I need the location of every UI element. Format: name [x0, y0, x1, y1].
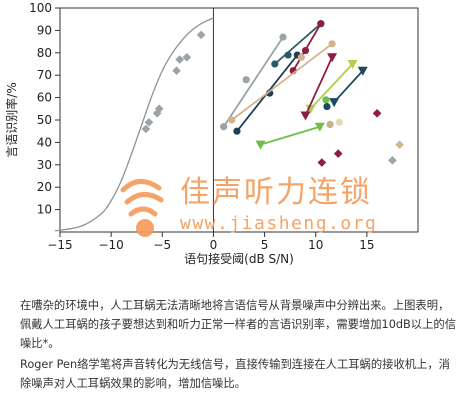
implant-user-point	[220, 123, 228, 131]
watermark-logo	[120, 179, 164, 237]
x-axis-label: 语句接受阈(dB S/N)	[184, 251, 294, 266]
implant-user-point	[314, 122, 325, 132]
implant-user-point	[255, 140, 266, 150]
normal-hearing-point	[152, 108, 162, 118]
implant-user-point	[271, 60, 279, 68]
normal-hearing-curve-layer	[54, 17, 214, 232]
implant-user-point	[327, 53, 338, 63]
implant-user-point	[317, 20, 325, 28]
implant-user-point	[279, 33, 287, 41]
watermark: 佳声听力连锁 www.jiasheng.org	[120, 175, 377, 237]
y-tick-label: 50	[37, 113, 52, 127]
x-tick-label: −5	[153, 238, 171, 252]
y-tick-label: 40	[37, 135, 52, 149]
x-tick-label: 0	[210, 238, 218, 252]
implant-user-line	[333, 70, 364, 103]
chart-axes: −15 −10 −5 0 5 10 15 10 20 30 40 50 60 70 80 90 100 语句接受阈…	[4, 1, 419, 266]
y-tick-label: 10	[37, 203, 52, 217]
y-tick-label: 90	[37, 23, 52, 37]
normal-hearing-point	[182, 52, 192, 62]
implant-user-point	[301, 46, 310, 55]
implant-user-point	[357, 66, 368, 76]
implant-user-point	[305, 104, 316, 114]
normal-hearing-point	[144, 117, 154, 127]
implant-user-point	[233, 127, 241, 135]
implant-user-point	[326, 120, 334, 129]
x-tick-label: 15	[359, 238, 374, 252]
y-tick-label: 20	[37, 180, 52, 194]
implant-user-point	[284, 51, 292, 59]
implant-user-point	[266, 89, 274, 97]
y-tick-label: 30	[37, 158, 52, 172]
normal-hearing-curve	[54, 17, 214, 232]
watermark-name: 佳声听力连锁	[180, 175, 372, 210]
implant-user-line	[222, 36, 284, 128]
normal-hearing-point	[175, 55, 184, 64]
implant-user-line	[292, 23, 322, 72]
implant-user-point	[328, 40, 336, 48]
implant-user-line	[304, 56, 333, 116]
implant-user-line	[231, 43, 333, 121]
implant-user-point	[388, 156, 397, 165]
watermark-url: www.jiasheng.org	[180, 213, 377, 234]
y-tick-label: 80	[37, 46, 52, 60]
implant-user-point	[323, 102, 331, 111]
normal-hearing-point	[154, 104, 164, 114]
x-tick-label: 5	[261, 238, 269, 252]
implant-user-line	[309, 63, 354, 110]
y-axis-label: 言语识别率/%	[4, 82, 19, 157]
implant-user-line	[274, 23, 322, 65]
y-tick-label: 60	[37, 91, 52, 105]
y-tick-label: 70	[37, 68, 52, 82]
normal-hearing-point	[172, 66, 181, 76]
speech-recognition-chart: −15 −10 −5 0 5 10 15 10 20 30 40 50 60 70 80 90 100 语句接受阈…	[4, 1, 419, 266]
implant-user-point	[347, 60, 358, 69]
caption-paragraph-1: 在嘈杂的环境中，人工耳蜗无法清晰地将言语信号从背景噪声中分辨出来。上图表明，佩戴…	[20, 299, 456, 350]
implant-user-point	[335, 118, 343, 126]
implant-user-point	[228, 116, 236, 124]
implant-user-line	[260, 125, 321, 146]
implant-user-point	[297, 53, 305, 61]
data-points-layer	[141, 20, 404, 167]
implant-user-point	[372, 108, 382, 118]
normal-hearing-point	[141, 124, 151, 134]
x-tick-label: −15	[47, 238, 72, 252]
normal-hearing-point	[196, 30, 206, 40]
caption-paragraph-2: Roger Pen络学笔将声音转化为无线信号，直接传输到连接在人工耳蜗的接收机上…	[20, 358, 450, 390]
implant-user-point	[322, 96, 330, 104]
implant-user-point	[333, 149, 343, 158]
implant-user-point	[300, 111, 311, 121]
y-tick-label: 100	[29, 1, 52, 15]
x-tick-label: 10	[308, 238, 323, 252]
implant-user-point	[395, 140, 404, 149]
x-tick-label: −10	[98, 238, 123, 252]
implant-user-point	[242, 76, 250, 84]
implant-user-point	[329, 98, 340, 108]
implant-user-point	[317, 158, 327, 167]
